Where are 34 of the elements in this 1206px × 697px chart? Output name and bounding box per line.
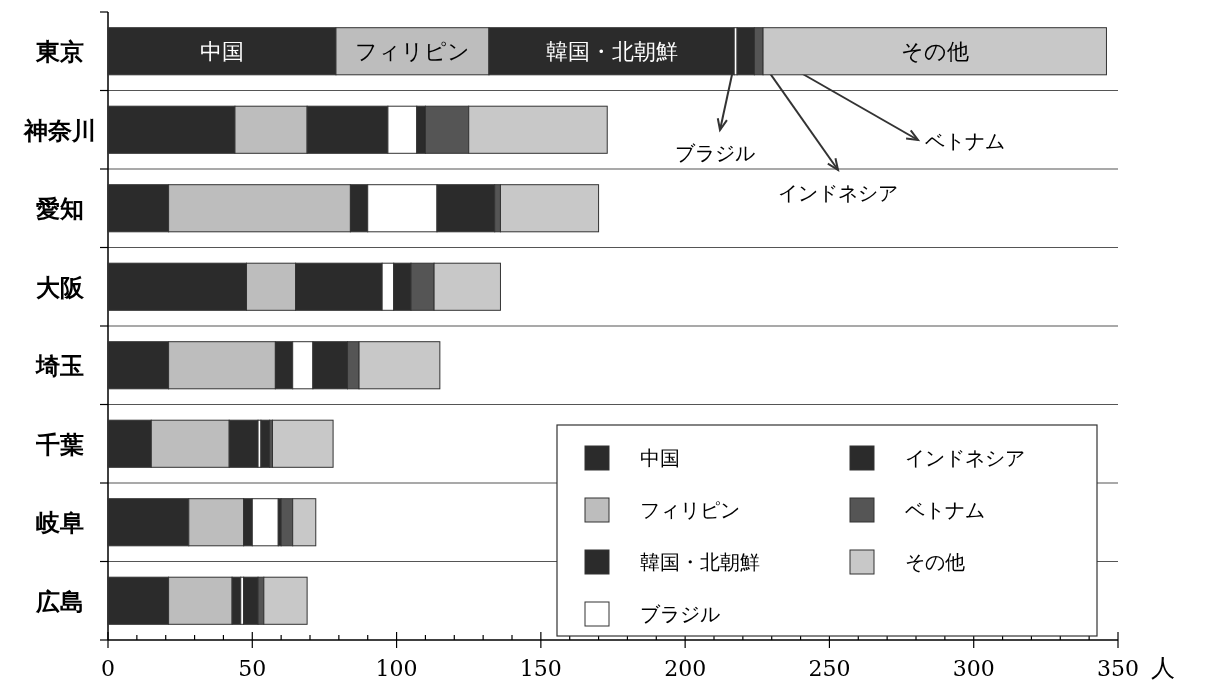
y-tick-label: 東京 xyxy=(35,37,84,67)
x-tick-label: 200 xyxy=(664,656,707,681)
y-tick-label: 埼玉 xyxy=(35,351,84,381)
y-tick-label: 広島 xyxy=(35,586,84,616)
annotation: 中国 xyxy=(200,39,244,65)
x-tick-label: 150 xyxy=(519,656,562,681)
legend-label: フィリピン xyxy=(640,498,740,522)
annotation: インドネシア xyxy=(778,181,898,205)
x-tick-label: 350 xyxy=(1097,656,1139,681)
x-tick-label: 0 xyxy=(101,656,115,681)
annotation: ベトナム xyxy=(925,129,1005,153)
x-tick-label: 100 xyxy=(375,656,418,681)
annotation: フィリピン xyxy=(354,39,470,65)
y-tick-label: 愛知 xyxy=(36,194,84,224)
legend-label: 韓国・北朝鮮 xyxy=(640,550,760,574)
x-axis-title: 人 xyxy=(1151,654,1175,682)
y-tick-label: 神奈川 xyxy=(23,115,96,145)
bar xyxy=(260,419,271,468)
legend-label: インドネシア xyxy=(905,446,1025,470)
y-tick-label: 千葉 xyxy=(35,429,84,459)
x-tick-label: 250 xyxy=(808,656,851,681)
legend-label: ベトナム xyxy=(905,498,985,522)
bar xyxy=(243,576,259,625)
annotation: 韓国・北朝鮮 xyxy=(546,39,678,65)
x-tick-label: 300 xyxy=(952,656,995,681)
legend-label: その他 xyxy=(905,550,965,574)
x-tick-label: 50 xyxy=(238,656,267,681)
y-tick-label: 岐阜 xyxy=(36,508,84,538)
legend-label: ブラジル xyxy=(640,602,720,626)
bar xyxy=(271,419,334,468)
y-tick-label: 大阪 xyxy=(36,272,85,302)
legend-label: 中国 xyxy=(640,446,680,470)
annotation: その他 xyxy=(901,39,969,65)
annotation: ブラジル xyxy=(675,141,755,165)
